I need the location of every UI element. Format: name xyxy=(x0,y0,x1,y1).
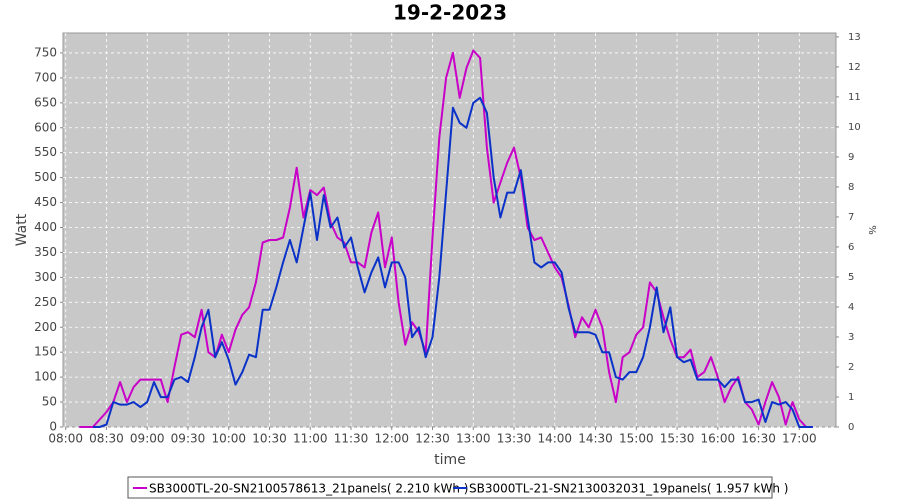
y2-tick-label: 11 xyxy=(848,92,861,103)
x-tick-label: 17:00 xyxy=(782,432,817,446)
x-tick-label: 10:00 xyxy=(211,432,246,446)
y-axis-label: Watt xyxy=(14,213,30,246)
y2-tick-label: 2 xyxy=(848,362,854,373)
x-tick-label: 11:30 xyxy=(334,432,369,446)
y2-tick-label: 5 xyxy=(848,272,854,283)
x-tick-label: 08:00 xyxy=(48,432,83,446)
y-tick-label: 200 xyxy=(34,320,57,334)
y2-tick-label: 6 xyxy=(848,242,854,253)
x-tick-label: 13:30 xyxy=(497,432,532,446)
y2-tick-label: 1 xyxy=(848,392,854,403)
x-tick-label: 15:30 xyxy=(660,432,695,446)
series-line xyxy=(79,49,813,428)
x-tick-label: 15:00 xyxy=(619,432,654,446)
x-tick-label: 14:00 xyxy=(537,432,572,446)
x-tick-label: 13:00 xyxy=(456,432,491,446)
y-tick-label: 300 xyxy=(34,270,57,284)
y-tick-label: 400 xyxy=(34,220,57,234)
y-tick-label: 0 xyxy=(49,420,57,434)
x-tick-label: 08:30 xyxy=(89,432,124,446)
y2-tick-label: 7 xyxy=(848,212,854,223)
x-tick-label: 09:00 xyxy=(130,432,165,446)
legend xyxy=(127,476,773,499)
y2-tick-label: 0 xyxy=(848,422,854,433)
y-tick-label: 650 xyxy=(34,95,57,109)
x-tick-label: 12:00 xyxy=(374,432,409,446)
plot-area xyxy=(62,32,837,428)
x-tick-label: 10:30 xyxy=(252,432,287,446)
x-tick-label: 16:30 xyxy=(741,432,776,446)
x-tick-label: 12:30 xyxy=(415,432,450,446)
x-tick-label: 11:00 xyxy=(293,432,328,446)
y-tick-label: 750 xyxy=(34,45,57,59)
chart-title: 19-2-2023 xyxy=(393,1,507,25)
y-tick-label: 500 xyxy=(34,170,57,184)
series-line xyxy=(92,96,813,428)
y-tick-label: 150 xyxy=(34,345,57,359)
y-tick-label: 700 xyxy=(34,70,57,84)
x-tick-label: 14:30 xyxy=(578,432,613,446)
y-tick-label: 600 xyxy=(34,120,57,134)
y-tick-label: 450 xyxy=(34,195,57,209)
y2-tick-label: 13 xyxy=(848,32,861,43)
y2-tick-label: 3 xyxy=(848,332,854,343)
legend-label: SB3000TL-21-SN2130032031_19panels( 1.957… xyxy=(469,482,788,496)
y-tick-label: 100 xyxy=(34,370,57,384)
y2-tick-label: 10 xyxy=(848,122,861,133)
y2-tick-label: 12 xyxy=(848,62,861,73)
y-tick-label: 550 xyxy=(34,145,57,159)
y2-axis-label: % xyxy=(866,225,877,235)
y-tick-label: 350 xyxy=(34,245,57,259)
y2-tick-label: 8 xyxy=(848,182,854,193)
legend-label: SB3000TL-20-SN2100578613_21panels( 2.210… xyxy=(149,482,468,496)
x-axis-label: time xyxy=(434,452,466,468)
x-tick-label: 09:30 xyxy=(171,432,206,446)
y-tick-label: 250 xyxy=(34,295,57,309)
y2-tick-label: 4 xyxy=(848,302,854,313)
x-tick-label: 16:00 xyxy=(701,432,736,446)
y2-tick-label: 9 xyxy=(848,152,854,163)
y-tick-label: 50 xyxy=(42,395,57,409)
